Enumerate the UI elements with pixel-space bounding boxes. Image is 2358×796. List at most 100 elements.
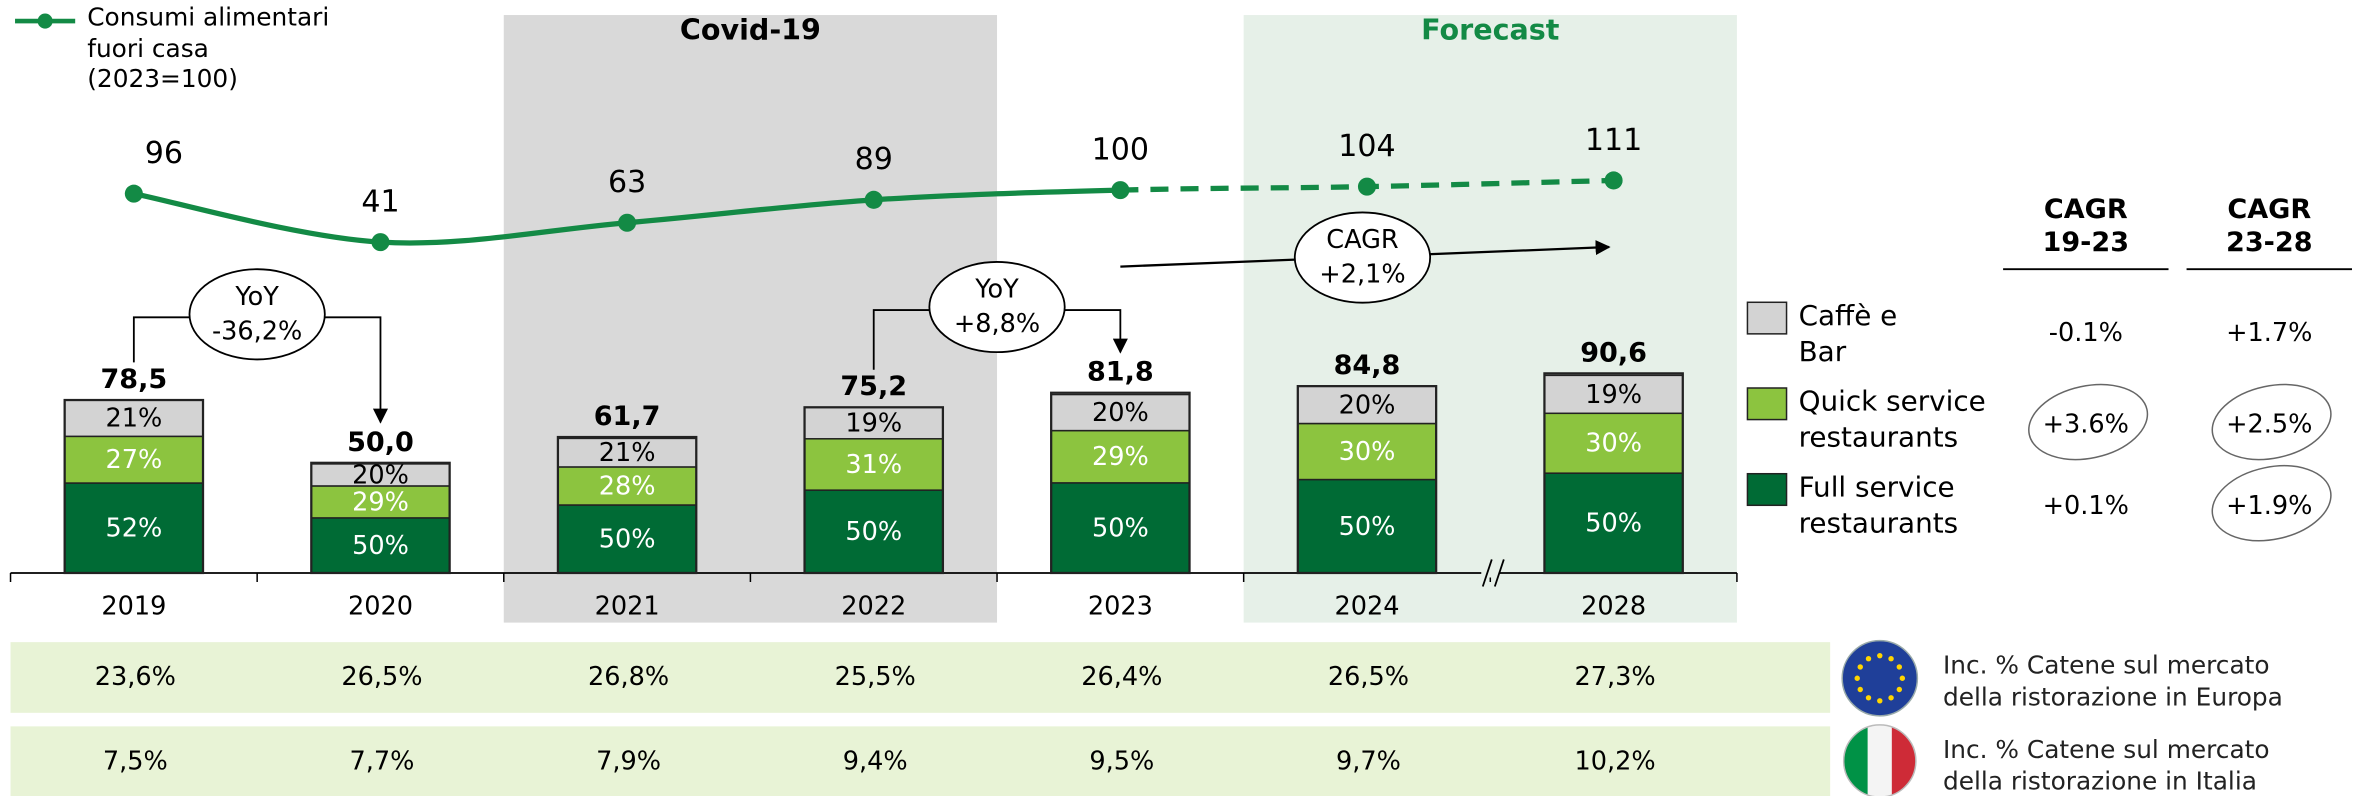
segment-label: 29% bbox=[352, 487, 409, 517]
eu-flag bbox=[1841, 639, 1919, 717]
share-row-label-box: Inc. % Catene sul mercato della ristoraz… bbox=[1943, 651, 2283, 712]
cagr-circle bbox=[2211, 383, 2332, 461]
segment-label: 50% bbox=[599, 524, 656, 554]
cagr-circle bbox=[2211, 465, 2332, 542]
line-value-label: 89 bbox=[855, 142, 893, 177]
segment-label: 29% bbox=[1092, 442, 1149, 472]
cagr-header: 19-23 bbox=[2043, 227, 2130, 258]
share-value: 9,7% bbox=[1336, 746, 1401, 776]
share-value: 26,8% bbox=[588, 662, 669, 692]
bar-segment bbox=[1543, 472, 1684, 574]
region-label: Covid-19 bbox=[680, 13, 821, 47]
eu-star bbox=[1888, 655, 1894, 662]
cagr-value: +1.7% bbox=[2226, 318, 2312, 348]
eu-star bbox=[1857, 664, 1863, 670]
cagr-value: -0.1% bbox=[2049, 318, 2123, 348]
eu-star bbox=[1877, 652, 1883, 659]
share-value: 25,5% bbox=[835, 662, 916, 692]
cagr-header: CAGR bbox=[2044, 194, 2128, 225]
bar-segment bbox=[1050, 393, 1191, 432]
annotation-text: YoY bbox=[234, 282, 279, 312]
annotation-text: -36,2% bbox=[212, 316, 302, 346]
segment-label: 50% bbox=[1092, 513, 1149, 543]
eu-star bbox=[1899, 675, 1906, 681]
segment-label: 27% bbox=[105, 445, 162, 475]
annotation-bubble bbox=[928, 261, 1066, 354]
share-row-band bbox=[10, 642, 1831, 713]
line-value-label: 41 bbox=[361, 185, 399, 220]
segment-label: 20% bbox=[1339, 390, 1396, 420]
segment-label: 52% bbox=[105, 514, 162, 544]
annotation-bubble bbox=[188, 268, 326, 361]
share-row-label: Inc. % Catene sul mercato della ristoraz… bbox=[1942, 735, 2270, 796]
line-point bbox=[371, 233, 390, 252]
eu-star bbox=[1896, 664, 1903, 670]
segment-label: 21% bbox=[105, 404, 162, 434]
eu-star bbox=[1896, 686, 1903, 693]
share-row-band bbox=[10, 726, 1831, 796]
bar-segment bbox=[1050, 482, 1191, 574]
annotation-text: +2,1% bbox=[1319, 260, 1405, 290]
bar-total-label: 50,0 bbox=[347, 427, 414, 458]
line-value-label: 96 bbox=[145, 136, 183, 171]
share-value: 27,3% bbox=[1575, 662, 1656, 692]
segment-label: 19% bbox=[845, 409, 902, 439]
axis-break-gap bbox=[1481, 568, 1500, 578]
eu-star bbox=[1888, 695, 1894, 701]
x-tick-label: 2019 bbox=[101, 592, 166, 622]
line-point bbox=[1604, 171, 1623, 190]
bar-total bbox=[63, 398, 205, 575]
bar-total-label: 75,2 bbox=[840, 371, 907, 402]
line-point bbox=[124, 184, 143, 203]
segment-label: 50% bbox=[1585, 509, 1642, 539]
x-tick-label: 2022 bbox=[841, 592, 906, 622]
bar-total-label: 90,6 bbox=[1580, 337, 1647, 368]
legend-label-box: Caffè e Bar bbox=[1798, 300, 1898, 368]
line-value-label: 111 bbox=[1585, 123, 1642, 158]
line-point bbox=[864, 190, 883, 209]
share-row-label-box: Inc. % Catene sul mercato della ristoraz… bbox=[1942, 735, 2270, 796]
segment-label: 50% bbox=[845, 517, 902, 547]
bar-total bbox=[556, 435, 698, 575]
legend-label-box: Full service restaurants bbox=[1799, 472, 1959, 539]
line-legend-marker bbox=[15, 13, 76, 29]
segment-label: 50% bbox=[1339, 512, 1396, 542]
line-value-label: 63 bbox=[608, 165, 646, 200]
bar-total bbox=[310, 461, 451, 575]
line-point bbox=[1111, 181, 1130, 200]
segment-label: 30% bbox=[1339, 437, 1396, 467]
bar-segment bbox=[310, 485, 451, 519]
bar-segment bbox=[1297, 422, 1437, 481]
segment-label: 21% bbox=[599, 438, 656, 468]
line-legend: Consumi alimentari fuori casa (2023=100) bbox=[87, 3, 329, 94]
segment-label: 20% bbox=[352, 460, 409, 490]
legend-swatch bbox=[1746, 472, 1788, 507]
eu-star bbox=[1857, 686, 1863, 693]
legend-label: Caffè e Bar bbox=[1798, 300, 1898, 368]
x-tick-label: 2023 bbox=[1088, 592, 1153, 622]
share-value: 9,5% bbox=[1089, 746, 1154, 776]
axis-break bbox=[1481, 559, 1493, 587]
legend-label: Quick service restaurants bbox=[1798, 386, 1986, 454]
share-value: 26,5% bbox=[341, 662, 422, 692]
line-point bbox=[618, 213, 637, 232]
cagr-circle bbox=[2028, 383, 2149, 461]
share-value: 10,2% bbox=[1575, 746, 1656, 776]
bar-total-label: 81,8 bbox=[1087, 357, 1154, 388]
share-value: 7,9% bbox=[596, 746, 661, 776]
bar-total-label: 61,7 bbox=[594, 401, 661, 432]
line-point bbox=[1357, 177, 1377, 196]
cagr-value: +1.9% bbox=[2226, 491, 2312, 521]
segment-label: 20% bbox=[1092, 398, 1149, 428]
segment-label: 50% bbox=[352, 531, 409, 561]
x-tick-label: 2021 bbox=[595, 592, 660, 622]
share-value: 23,6% bbox=[95, 662, 176, 692]
eu-star bbox=[1877, 698, 1883, 704]
share-value: 26,4% bbox=[1081, 662, 1162, 692]
cagr-value: +2.5% bbox=[2226, 410, 2312, 440]
segment-label: 30% bbox=[1585, 429, 1642, 459]
cagr-header: CAGR bbox=[2227, 194, 2311, 225]
region-label: Forecast bbox=[1421, 13, 1559, 47]
